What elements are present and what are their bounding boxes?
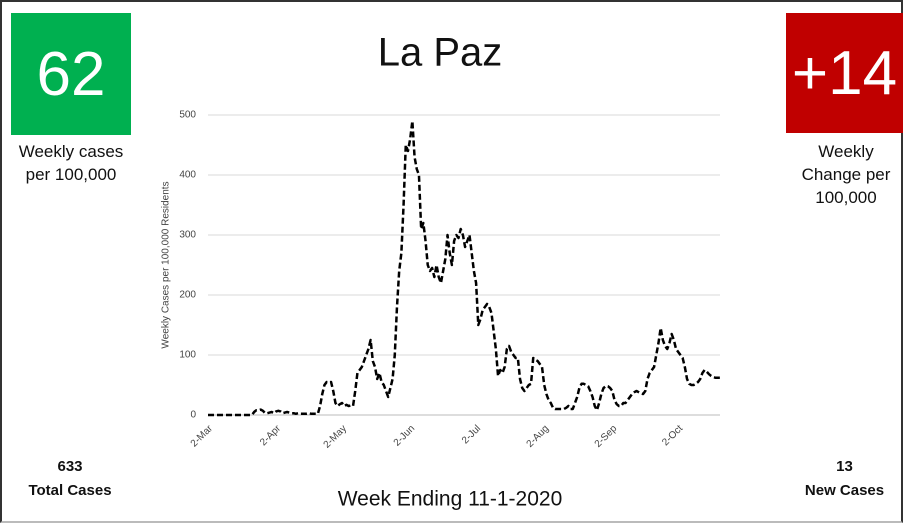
x-tick-label: 2-Mar — [189, 423, 216, 450]
kpi-caption: Weekly cases per 100,000 — [18, 142, 124, 184]
kpi-caption: Weekly Change per 100,000 — [801, 142, 891, 207]
kpi-value: +14 — [791, 38, 898, 108]
x-tick-label: 2-Oct — [660, 423, 685, 448]
y-axis-label: Weekly Cases per 100,000 Residents — [161, 181, 172, 348]
x-tick-label: 2-Sep — [593, 423, 620, 450]
kpi-box: +14 — [786, 13, 903, 133]
x-tick-label: 2-Jun — [392, 423, 417, 448]
new-label: New Cases — [804, 482, 885, 499]
kpi-value: 62 — [36, 39, 106, 109]
y-tick-label: 400 — [179, 170, 196, 181]
x-tick-label: 2-Apr — [258, 423, 284, 449]
new-count: 13 — [836, 458, 853, 475]
chart-title: La Paz — [378, 31, 503, 75]
total-count: 633 — [57, 458, 83, 475]
y-tick-label: 300 — [179, 230, 196, 241]
x-axis-label: Week Ending 11-1-2020 — [338, 488, 563, 511]
total-label: Total Cases — [28, 482, 112, 499]
y-tick-label: 500 — [179, 110, 196, 121]
y-tick-label: 0 — [190, 410, 196, 421]
data-line — [208, 119, 720, 417]
x-tick-label: 2-Aug — [525, 423, 552, 450]
y-tick-label: 200 — [179, 290, 196, 301]
y-tick-label: 100 — [179, 350, 196, 361]
kpi-box: 62 — [11, 13, 131, 135]
x-tick-label: 2-May — [322, 423, 349, 450]
x-tick-label: 2-Jul — [460, 423, 483, 446]
